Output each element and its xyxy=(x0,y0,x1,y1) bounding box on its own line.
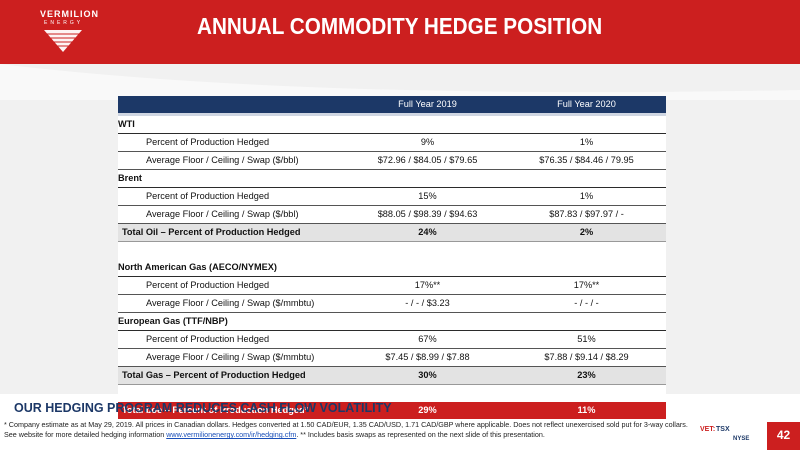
spacer-row xyxy=(118,242,666,260)
row-label: Average Floor / Ceiling / Swap ($/mmbtu) xyxy=(118,348,348,367)
row-label: Percent of Production Hedged xyxy=(118,276,348,295)
footnote-text-end: . ** Includes basis swaps as represented… xyxy=(296,430,545,439)
logo-subtitle: ENERGY xyxy=(44,20,84,26)
cell-2019: - / - / $3.23 xyxy=(348,294,507,313)
table-row: Percent of Production Hedged 9% 1% xyxy=(118,133,666,152)
row-label: Average Floor / Ceiling / Swap ($/bbl) xyxy=(118,151,348,170)
row-label: Average Floor / Ceiling / Swap ($/bbl) xyxy=(118,205,348,224)
cell-2019: $7.45 / $8.99 / $7.88 xyxy=(348,348,507,367)
vermilion-logo[interactable]: VERMILION ENERGY xyxy=(0,0,100,64)
cell-2019: 29% xyxy=(348,402,507,419)
group-north-american-gas: North American Gas (AECO/NYMEX) xyxy=(118,259,666,277)
logo-wordmark: VERMILION xyxy=(40,9,100,19)
table-row: Percent of Production Hedged 17%** 17%** xyxy=(118,276,666,295)
hedging-info-link[interactable]: www.vermilionenergy.com/ir/hedging.cfm xyxy=(166,430,297,439)
cell-2020: 17%** xyxy=(507,276,666,295)
logo-chevron-icon xyxy=(44,30,82,52)
cell-2020: 51% xyxy=(507,330,666,349)
footnote: * Company estimate as at May 29, 2019. A… xyxy=(4,420,694,440)
cell-2019: $72.96 / $84.05 / $79.65 xyxy=(348,151,507,170)
row-label: Total boe – Percent of Production Hedged… xyxy=(118,402,348,419)
cell-2019: 9% xyxy=(348,133,507,152)
tsx-logo: TSX xyxy=(716,426,730,433)
page-title: ANNUAL COMMODITY HEDGE POSITION xyxy=(197,13,603,39)
row-label: Total Gas – Percent of Production Hedged xyxy=(118,366,348,385)
group-label: WTI xyxy=(118,114,666,134)
cell-2019: 67% xyxy=(348,330,507,349)
cell-2020: $7.88 / $9.14 / $8.29 xyxy=(507,348,666,367)
nyse-logo: NYSE xyxy=(733,436,750,442)
total-gas-row: Total Gas – Percent of Production Hedged… xyxy=(118,366,666,385)
col-header-2020: Full Year 2020 xyxy=(507,96,666,116)
header-bar: VERMILION ENERGY ANNUAL COMMODITY HEDGE … xyxy=(0,0,800,64)
table-row: Average Floor / Ceiling / Swap ($/mmbtu)… xyxy=(118,348,666,367)
table-row: Average Floor / Ceiling / Swap ($/bbl) $… xyxy=(118,151,666,170)
group-label: North American Gas (AECO/NYMEX) xyxy=(118,259,666,277)
cell-2020: 23% xyxy=(507,366,666,385)
table-row: Percent of Production Hedged 67% 51% xyxy=(118,330,666,349)
table-header-row: Full Year 2019 Full Year 2020 xyxy=(118,96,666,116)
row-label: Average Floor / Ceiling / Swap ($/mmbtu) xyxy=(118,294,348,313)
cell-2019: 17%** xyxy=(348,276,507,295)
spacer-row xyxy=(118,385,666,403)
cell-2019: 24% xyxy=(348,223,507,242)
total-oil-row: Total Oil – Percent of Production Hedged… xyxy=(118,223,666,242)
group-european-gas: European Gas (TTF/NBP) xyxy=(118,312,666,331)
page-number-badge: 42 xyxy=(767,422,800,450)
header-blank xyxy=(118,96,348,116)
group-label: European Gas (TTF/NBP) xyxy=(118,312,666,331)
cell-2020: $76.35 / $84.46 / 79.95 xyxy=(507,151,666,170)
page-number: 42 xyxy=(776,428,791,442)
row-label: Total Oil – Percent of Production Hedged xyxy=(118,223,348,242)
table-row: Average Floor / Ceiling / Swap ($/mmbtu)… xyxy=(118,294,666,313)
tagline: OUR HEDGING PROGRAM REDUCES CASH FLOW VO… xyxy=(14,401,392,415)
cell-2020: - / - / - xyxy=(507,294,666,313)
row-label: Percent of Production Hedged xyxy=(118,133,348,152)
footnote-text: * Company estimate as at May 29, 2019. A… xyxy=(4,420,688,439)
cell-2019: 15% xyxy=(348,187,507,206)
table-row: Average Floor / Ceiling / Swap ($/bbl) $… xyxy=(118,205,666,224)
cell-2020: $87.83 / $97.97 / - xyxy=(507,205,666,224)
col-header-2019: Full Year 2019 xyxy=(348,96,507,116)
cell-2020: 11% xyxy=(507,402,666,419)
decorative-swoosh xyxy=(0,64,800,100)
cell-2020: 1% xyxy=(507,133,666,152)
cell-2019: 30% xyxy=(348,366,507,385)
vet-ticker: VET: xyxy=(700,426,716,433)
group-label: Brent xyxy=(118,169,666,188)
cell-2019: $88.05 / $98.39 / $94.63 xyxy=(348,205,507,224)
table-row: Percent of Production Hedged 15% 1% xyxy=(118,187,666,206)
cell-2020: 2% xyxy=(507,223,666,242)
total-boe-row: Total boe – Percent of Production Hedged… xyxy=(118,402,666,419)
hedge-table: Full Year 2019 Full Year 2020 WTI Percen… xyxy=(118,96,666,419)
cell-2020: 1% xyxy=(507,187,666,206)
group-brent: Brent xyxy=(118,169,666,188)
row-label: Percent of Production Hedged xyxy=(118,187,348,206)
row-label: Percent of Production Hedged xyxy=(118,330,348,349)
group-wti: WTI xyxy=(118,114,666,134)
